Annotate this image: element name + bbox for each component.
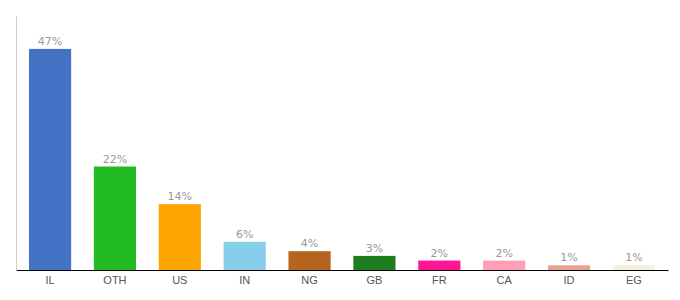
bar xyxy=(224,242,266,270)
x-tick-label: GB xyxy=(366,274,382,286)
x-tick-label: NG xyxy=(301,274,318,286)
bar xyxy=(548,265,590,270)
x-tick-label: US xyxy=(172,274,187,286)
x-axis: IL OTH US IN NG GB FR CA ID EG xyxy=(17,271,669,286)
data-label: 4% xyxy=(301,237,318,250)
x-tick: IL xyxy=(45,274,54,286)
x-tick-label: IL xyxy=(45,274,54,286)
x-tick: FR xyxy=(432,274,447,286)
data-label: 1% xyxy=(560,251,577,264)
x-tick-label: FR xyxy=(432,274,447,286)
data-label: 3% xyxy=(366,242,383,255)
x-axis-line xyxy=(17,270,669,271)
data-labels: 47% 22% 14% 6% 4% 3% 2% 2% 1% 1% xyxy=(38,35,643,264)
x-tick: EG xyxy=(626,274,642,286)
x-tick-label: OTH xyxy=(103,274,126,286)
x-tick-label: IN xyxy=(239,274,250,286)
x-tick: CA xyxy=(497,274,513,286)
data-label: 22% xyxy=(103,153,127,166)
bar xyxy=(613,265,655,270)
data-label: 2% xyxy=(431,247,448,260)
x-tick: GB xyxy=(366,274,382,286)
bar xyxy=(159,204,201,270)
bar xyxy=(483,261,525,270)
bar xyxy=(353,256,395,270)
data-label: 47% xyxy=(38,35,62,48)
y-axis xyxy=(16,17,17,271)
plot-area: IL OTH US IN NG GB FR CA ID EG 47% 22% 14% 6% 4% 3% 2% 2%… xyxy=(17,17,669,286)
x-tick-label: ID xyxy=(564,274,575,286)
bar xyxy=(418,261,460,270)
x-tick: US xyxy=(172,274,187,286)
data-label: 2% xyxy=(495,247,512,260)
bar xyxy=(94,167,136,270)
bar xyxy=(288,251,330,270)
x-tick: OTH xyxy=(103,274,126,286)
x-tick: IN xyxy=(239,274,250,286)
chart-svg: IL OTH US IN NG GB FR CA ID EG 47% 22% 14% 6% 4% 3% 2% 2%… xyxy=(0,0,680,300)
x-tick: NG xyxy=(301,274,318,286)
x-tick-label: CA xyxy=(497,274,513,286)
bars xyxy=(29,49,655,270)
x-tick-label: EG xyxy=(626,274,642,286)
data-label: 6% xyxy=(236,228,253,241)
bar xyxy=(29,49,71,270)
y-axis-line xyxy=(16,17,17,271)
x-tick: ID xyxy=(564,274,575,286)
chart-container: IL OTH US IN NG GB FR CA ID EG 47% 22% 14% 6% 4% 3% 2% 2%… xyxy=(0,0,680,300)
data-label: 1% xyxy=(625,251,642,264)
data-label: 14% xyxy=(168,190,192,203)
